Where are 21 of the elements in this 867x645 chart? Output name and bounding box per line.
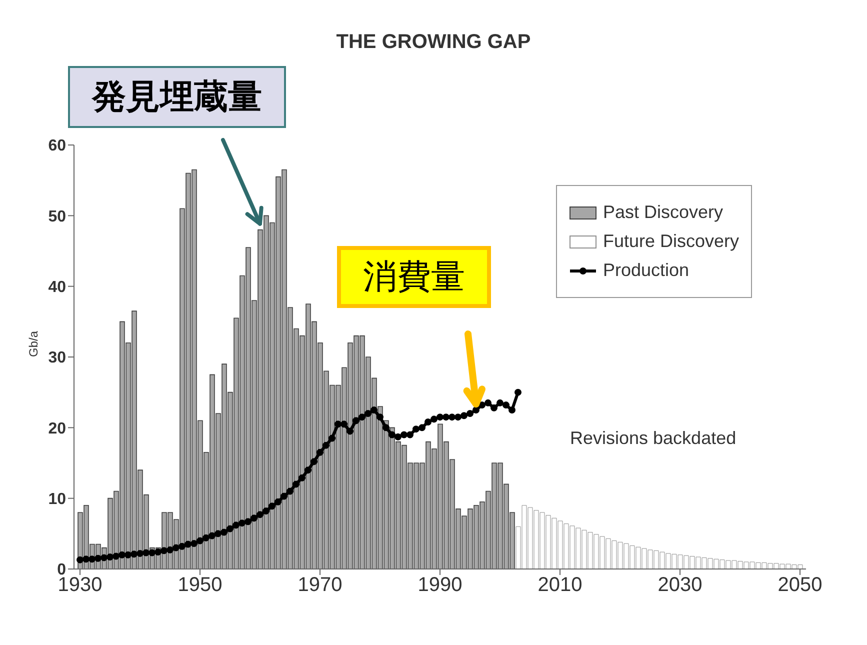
y-tick-label: 10 (48, 491, 66, 508)
x-tick-label: 1970 (298, 574, 342, 596)
x-tick-label: 2030 (658, 574, 702, 596)
x-tick-label: 1990 (418, 574, 462, 596)
y-tick-label: 40 (48, 279, 66, 296)
y-tick-label: 20 (48, 420, 66, 438)
x-tick-label: 2050 (778, 574, 822, 596)
y-tick-label: 30 (48, 350, 66, 367)
x-tick-label: 1930 (58, 574, 102, 596)
chart-title: THE GROWING GAP (336, 31, 531, 53)
annotation: 発見埋蔵量 (68, 66, 286, 128)
y-tick-label: 50 (48, 208, 66, 226)
legend-label: Production (603, 260, 690, 281)
x-tick-label: 2010 (538, 574, 582, 596)
x-tick-label: 1950 (178, 574, 222, 596)
y-axis-title: Gb/a (26, 330, 40, 357)
annotation: Revisions backdated (570, 428, 736, 449)
annotation: 消費量 (337, 246, 491, 308)
y-tick-label: 60 (48, 138, 66, 155)
legend-label: Past Discovery (603, 202, 724, 223)
legend-label: Future Discovery (603, 231, 740, 252)
